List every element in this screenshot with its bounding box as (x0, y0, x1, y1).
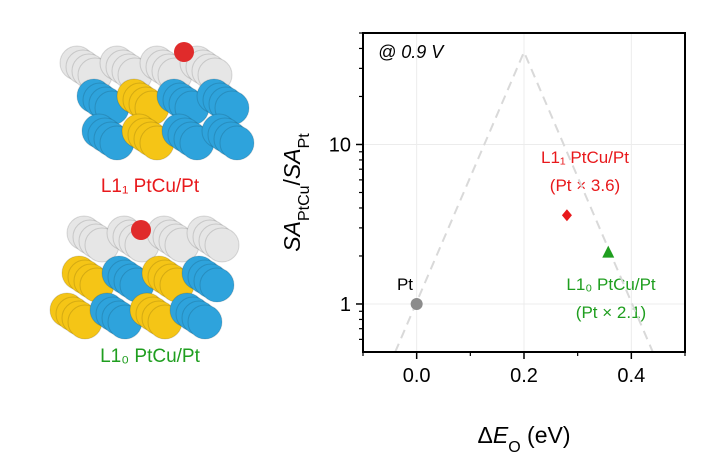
axis-label-part: / (279, 178, 305, 185)
adsorbed-oxygen (131, 220, 151, 240)
y-tick-label: 10 (329, 134, 351, 156)
annotation: @ 0.9 V (378, 42, 445, 62)
annotation: L1₁ PtCu/Pt (541, 148, 629, 167)
y-axis-label: SAPtCu/SAPt (279, 133, 313, 252)
axis-label-part: Δ (477, 422, 492, 448)
axis-label-part: E (493, 422, 509, 448)
data-point (602, 245, 615, 258)
axis-label-part: (eV) (521, 422, 571, 448)
annotation: (Pt × 2.1) (576, 303, 646, 322)
structure-label: L1₁ PtCu/Pt (101, 176, 200, 197)
axis-label-part: PtCu (296, 185, 313, 221)
x-tick-label: 0.4 (617, 365, 645, 387)
x-axis-label: ΔEO (eV) (477, 422, 570, 456)
x-tick-label: 0.2 (510, 365, 538, 387)
y-tick-label: 1 (340, 294, 351, 316)
atom (187, 304, 223, 340)
adsorbed-oxygen (174, 42, 194, 62)
axis-label-part: Pt (296, 133, 313, 149)
structure-label: L1₀ PtCu/Pt (100, 346, 200, 367)
structure-illustrations (49, 42, 255, 340)
axis-label-part: SA (279, 148, 305, 179)
data-point (410, 297, 423, 310)
x-tick-label: 0.0 (403, 365, 431, 387)
axis-label-part: O (508, 439, 520, 456)
atom (219, 125, 255, 161)
data-point (561, 209, 572, 222)
atom (199, 267, 235, 303)
annotation: Pt (397, 275, 413, 294)
axis-label-part: SA (279, 221, 305, 252)
annotation: (Pt × 3.6) (550, 176, 620, 195)
atom (204, 227, 240, 263)
annotation: L1₀ PtCu/Pt (566, 275, 656, 294)
